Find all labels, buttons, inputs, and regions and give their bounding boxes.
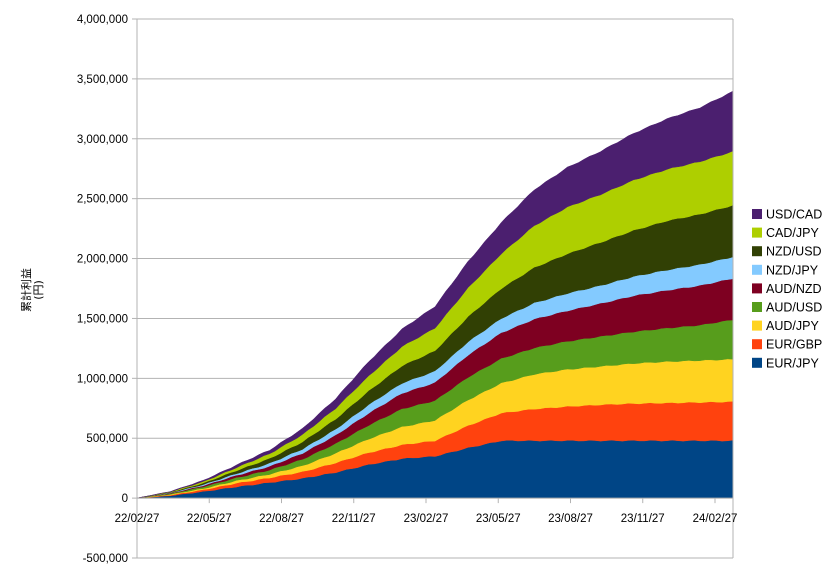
legend-label-eur-gbp: EUR/GBP [766,338,822,352]
series-areas [136,90,734,499]
legend-label-nzd-jpy: NZD/JPY [766,263,819,277]
legend-swatch-aud-usd [752,302,762,312]
y-axis-ticks: -500,000 0 500,000 1,000,000 1,500,000 2,000,… [77,14,137,565]
legend-label-aud-nzd: AUD/NZD [766,282,822,296]
legend-swatch-cad-jpy [752,227,762,238]
legend-label-aud-jpy: AUD/JPY [766,319,819,333]
y-axis-label: 累計利益 [19,268,33,312]
legend: USD/CAD CAD/JPY NZD/USD NZD/JPY AUD/NZD AUD/U… [752,208,822,370]
y-tick-label: -500,000 [83,553,128,565]
x-axis-ticks: 22/02/27 22/05/27 22/08/27 22/11/27 23/02/27… [115,498,738,525]
x-tick-label: 22/05/27 [187,513,232,525]
x-tick-label: 22/11/27 [332,513,376,525]
x-tick-label: 23/11/27 [621,513,665,525]
legend-label-cad-jpy: CAD/JPY [766,226,819,240]
x-tick-label: 24/02/27 [693,513,738,525]
y-axis-unit: (円) [32,280,45,300]
x-tick-label: 22/02/27 [115,513,160,525]
legend-swatch-eur-jpy [752,357,762,368]
y-tick-label: 1,500,000 [77,313,128,325]
legend-swatch-nzd-jpy [752,264,762,275]
legend-label-nzd-usd: NZD/USD [766,245,822,259]
legend-label-usd-cad: USD/CAD [766,208,822,222]
legend-swatch-nzd-usd [752,246,762,257]
y-tick-label: 2,500,000 [77,194,128,206]
x-tick-label: 23/02/27 [404,513,449,525]
legend-swatch-eur-gbp [752,339,762,350]
x-tick-label: 23/08/27 [548,513,593,525]
legend-label-aud-usd: AUD/USD [766,301,822,315]
y-tick-label: 4,000,000 [77,14,128,26]
legend-swatch-usd-cad [752,209,762,219]
y-tick-label: 3,500,000 [77,74,128,86]
y-tick-label: 0 [122,493,128,505]
x-tick-label: 22/08/27 [259,513,304,525]
y-tick-label: 2,000,000 [77,254,128,266]
y-tick-label: 500,000 [86,433,128,445]
y-tick-label: 1,000,000 [77,373,128,385]
x-tick-label: 23/05/27 [476,513,521,525]
legend-swatch-aud-jpy [752,320,762,331]
y-tick-label: 3,000,000 [77,134,128,146]
legend-label-eur-jpy: EUR/JPY [766,356,819,370]
legend-swatch-aud-nzd [752,283,762,294]
plot-frame [136,19,734,559]
